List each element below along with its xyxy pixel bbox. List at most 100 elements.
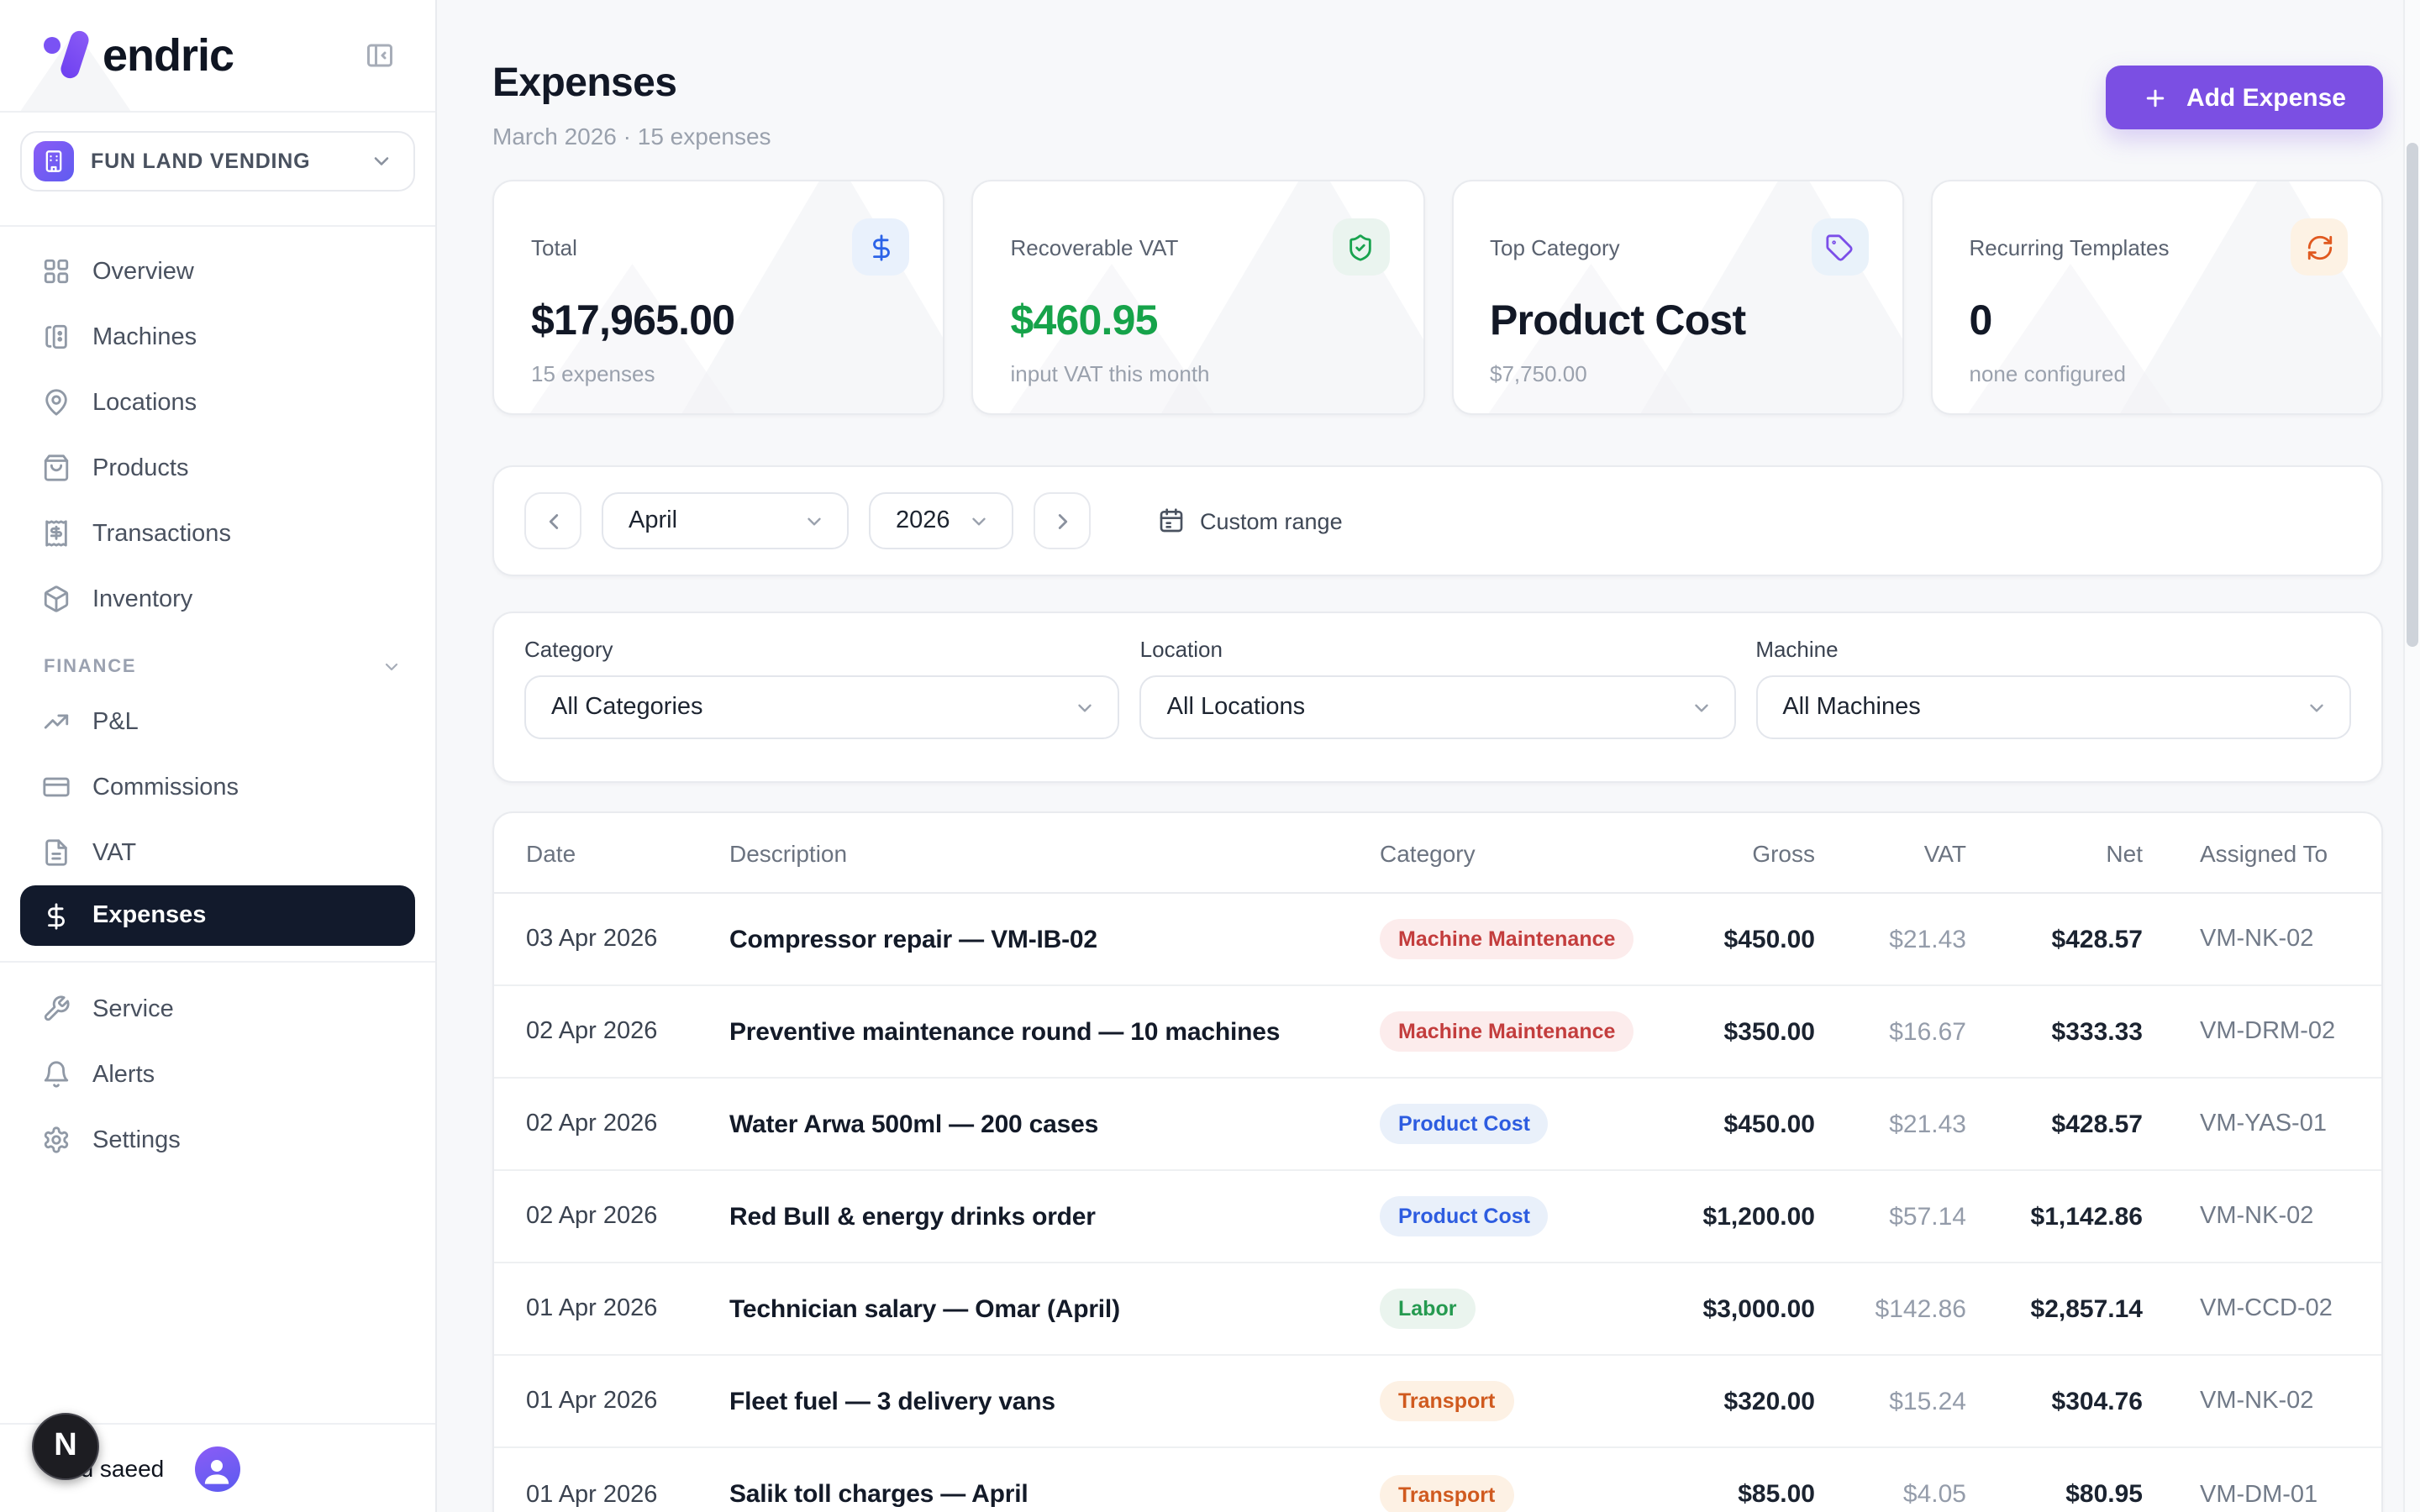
column-header-net: Net [2106, 839, 2143, 866]
filter-label: Machine [1755, 637, 1839, 662]
cell-assigned-to: VM-NK-02 [2200, 926, 2314, 953]
sidebar-item-commissions[interactable]: Commissions [0, 754, 435, 820]
sidebar-item-expenses-active[interactable]: Expenses [20, 885, 415, 946]
cell-assigned-to: VM-DM-01 [2200, 1481, 2318, 1508]
vendric-v-mark-icon [44, 25, 99, 86]
location-select[interactable]: All Locations [1139, 675, 1736, 739]
cell-net: $2,857.14 [2030, 1294, 2143, 1323]
cell-assigned-to: VM-NK-02 [2200, 1388, 2314, 1415]
cell-description: Red Bull & energy drinks order [729, 1202, 1096, 1231]
filter-label: Category [524, 637, 613, 662]
table-row[interactable]: 02 Apr 2026 Red Bull & energy drinks ord… [494, 1171, 2381, 1263]
cell-vat: $15.24 [1889, 1387, 1966, 1415]
cell-description: Preventive maintenance round — 10 machin… [729, 1017, 1281, 1046]
table-row[interactable]: 01 Apr 2026 Technician salary — Omar (Ap… [494, 1263, 2381, 1356]
cell-assigned-to: VM-NK-02 [2200, 1203, 2314, 1230]
table-row[interactable]: 03 Apr 2026 Compressor repair — VM-IB-02… [494, 894, 2381, 986]
chevron-down-icon [2306, 696, 2328, 718]
custom-range-button[interactable]: Custom range [1158, 507, 1343, 534]
logo-text: endric [103, 29, 234, 80]
org-selector[interactable]: FUN LAND VENDING [20, 131, 415, 192]
stat-value: 0 [1969, 297, 1993, 344]
avatar[interactable] [194, 1446, 240, 1491]
cell-vat: $21.43 [1889, 1110, 1966, 1138]
cell-date: 01 Apr 2026 [526, 1388, 658, 1415]
cell-date: 02 Apr 2026 [526, 1018, 658, 1045]
sidebar-collapse-icon[interactable] [365, 40, 395, 71]
bell-icon [42, 1060, 71, 1089]
dev-badge[interactable]: N [32, 1413, 99, 1480]
month-select[interactable]: April [602, 492, 849, 549]
cell-description: Compressor repair — VM-IB-02 [729, 925, 1097, 953]
sidebar-item-machines[interactable]: Machines [0, 304, 435, 370]
refresh-icon [2291, 218, 2348, 276]
machine-select[interactable]: All Machines [1755, 675, 2351, 739]
filters-card: Category All Categories Location All Loc… [492, 612, 2383, 783]
category-select-value: All Categories [551, 694, 703, 721]
category-select[interactable]: All Categories [524, 675, 1120, 739]
year-select[interactable]: 2026 [869, 492, 1013, 549]
sidebar-item-overview[interactable]: Overview [0, 239, 435, 304]
table-row[interactable]: 01 Apr 2026 Fleet fuel — 3 delivery vans… [494, 1356, 2381, 1448]
secondary-nav: Service Alerts Settings [0, 976, 435, 1173]
cell-description: Technician salary — Omar (April) [729, 1294, 1120, 1323]
table-row[interactable]: 02 Apr 2026 Preventive maintenance round… [494, 986, 2381, 1079]
stat-sub: none configured [1969, 361, 2127, 386]
sidebar-item-label: Alerts [92, 1061, 155, 1088]
org-selector-wrap: FUN LAND VENDING [0, 113, 435, 227]
stat-value: $17,965.00 [531, 297, 735, 344]
table-row[interactable]: 01 Apr 2026 Salik toll charges — April T… [494, 1448, 2381, 1512]
scrollbar-thumb[interactable] [2407, 143, 2418, 647]
cell-vat: $21.43 [1889, 925, 1966, 953]
cell-assigned-to: VM-YAS-01 [2200, 1110, 2327, 1137]
chevron-left-icon [540, 508, 566, 533]
receipt-icon [42, 519, 71, 548]
stat-value: Product Cost [1490, 297, 1746, 344]
month-select-value: April [629, 507, 678, 534]
table-header-row: Date Description Category Gross VAT Net … [494, 813, 2381, 894]
cell-gross: $350.00 [1723, 1017, 1815, 1046]
scrollbar-track[interactable] [2403, 0, 2420, 1512]
sidebar-item-transactions[interactable]: Transactions [0, 501, 435, 566]
wrench-icon [42, 995, 71, 1023]
cell-vat: $4.05 [1902, 1480, 1966, 1509]
shield-check-icon [1332, 218, 1389, 276]
finance-section-header[interactable]: FINANCE [0, 645, 435, 689]
cell-net: $1,142.86 [2030, 1202, 2143, 1231]
chevron-down-icon [370, 150, 393, 173]
shopping-bag-icon [42, 454, 71, 482]
page-header: Expenses March 2026 · 15 expenses Add Ex… [492, 60, 2383, 151]
add-expense-button[interactable]: Add Expense [2105, 66, 2383, 129]
trending-up-icon [42, 707, 71, 736]
cell-date: 01 Apr 2026 [526, 1295, 658, 1322]
table-row[interactable]: 02 Apr 2026 Water Arwa 500ml — 200 cases… [494, 1079, 2381, 1171]
vendric-logo: endric [44, 25, 234, 86]
chevron-down-icon [803, 510, 825, 532]
sidebar-item-label: Machines [92, 323, 197, 350]
cell-net: $80.95 [2065, 1480, 2143, 1509]
column-header-date: Date [526, 839, 576, 866]
sidebar-item-inventory[interactable]: Inventory [0, 566, 435, 632]
logo-row: endric [0, 0, 435, 113]
next-month-button[interactable] [1034, 492, 1091, 549]
filter-location: Location All Locations [1139, 637, 1736, 781]
sidebar-item-locations[interactable]: Locations [0, 370, 435, 435]
sidebar-item-settings[interactable]: Settings [0, 1107, 435, 1173]
sidebar-item-vat[interactable]: VAT [0, 820, 435, 885]
sidebar-item-pnl[interactable]: P&L [0, 689, 435, 754]
credit-card-icon [42, 773, 71, 801]
chevron-down-icon [381, 657, 402, 677]
plus-icon [2143, 85, 2168, 110]
cell-gross: $450.00 [1723, 1110, 1815, 1138]
previous-month-button[interactable] [524, 492, 581, 549]
cell-category: Product Cost [1380, 1196, 1665, 1236]
stat-label: Top Category [1490, 234, 1620, 260]
page-subtitle: March 2026 · 15 expenses [492, 123, 771, 150]
filter-label: Location [1139, 637, 1223, 662]
cell-vat: $142.86 [1875, 1294, 1966, 1323]
sidebar-item-products[interactable]: Products [0, 435, 435, 501]
sidebar-item-alerts[interactable]: Alerts [0, 1042, 435, 1107]
column-header-category: Category [1380, 839, 1476, 866]
sidebar-item-label: P&L [92, 708, 139, 735]
sidebar-item-service[interactable]: Service [0, 976, 435, 1042]
